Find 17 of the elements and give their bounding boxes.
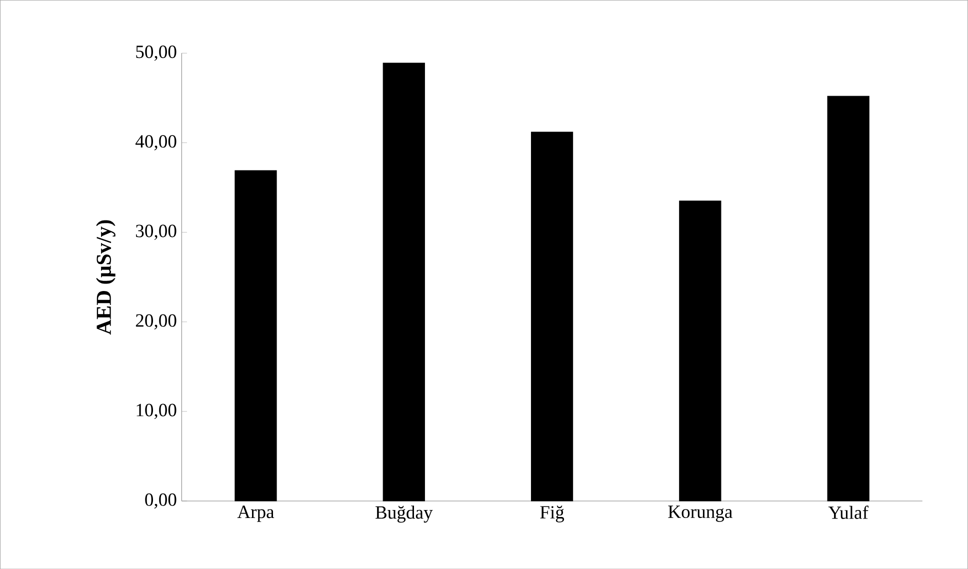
x-tick-label: Korunga xyxy=(668,506,732,522)
x-tick-label: Buğday xyxy=(376,506,433,522)
bar xyxy=(234,170,277,502)
x-tick-label: Arpa xyxy=(237,506,274,522)
y-tick-label: 20,00 xyxy=(136,314,176,330)
y-tick-label: 50,00 xyxy=(136,45,176,61)
y-axis-title: AED (µSv/y) xyxy=(96,220,116,335)
y-tick-label: 30,00 xyxy=(136,224,176,240)
y-tick-label: 10,00 xyxy=(136,404,176,419)
bar xyxy=(382,62,425,502)
bar xyxy=(679,200,722,502)
y-tick-label: 0,00 xyxy=(145,493,176,508)
bar xyxy=(530,132,574,502)
x-tick-label: Yulaf xyxy=(828,506,868,519)
x-tick-label: Fiğ xyxy=(540,506,564,522)
y-tick-label: 40,00 xyxy=(135,134,176,150)
bar xyxy=(827,96,870,502)
